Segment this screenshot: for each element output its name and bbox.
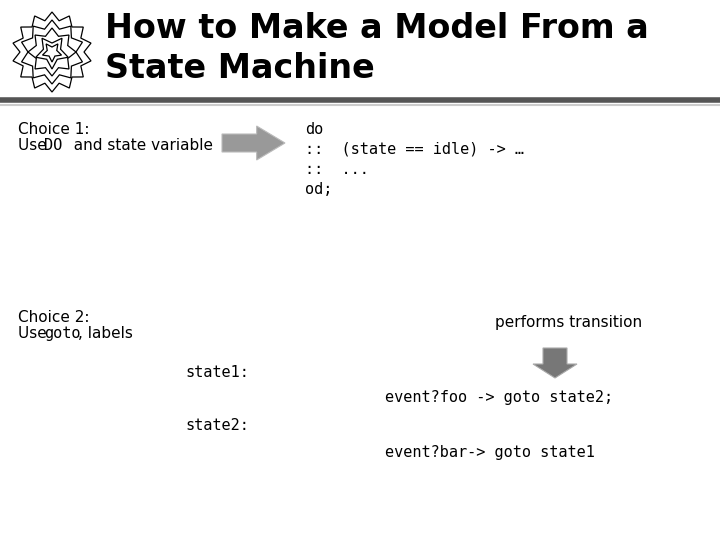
Text: ::  ...: :: ... [305,162,369,177]
Text: do: do [305,122,323,137]
Text: DO: DO [44,138,62,153]
Text: Use: Use [18,138,52,153]
Text: Use: Use [18,326,52,341]
Text: Choice 2:: Choice 2: [18,310,89,325]
Text: , labels: , labels [78,326,133,341]
Text: Choice 1:: Choice 1: [18,122,89,137]
Text: goto: goto [44,326,81,341]
Text: and state variable: and state variable [64,138,213,153]
Text: state1:: state1: [185,365,249,380]
Text: event?bar-> goto state1: event?bar-> goto state1 [385,445,595,460]
Polygon shape [533,348,577,378]
Text: state2:: state2: [185,418,249,433]
Text: performs transition: performs transition [495,315,642,330]
Text: State Machine: State Machine [105,52,374,85]
Text: ::  (state == idle) -> …: :: (state == idle) -> … [305,142,524,157]
Polygon shape [222,126,285,160]
Text: How to Make a Model From a: How to Make a Model From a [105,12,649,45]
Text: od;: od; [305,182,333,197]
Text: event?foo -> goto state2;: event?foo -> goto state2; [385,390,613,405]
